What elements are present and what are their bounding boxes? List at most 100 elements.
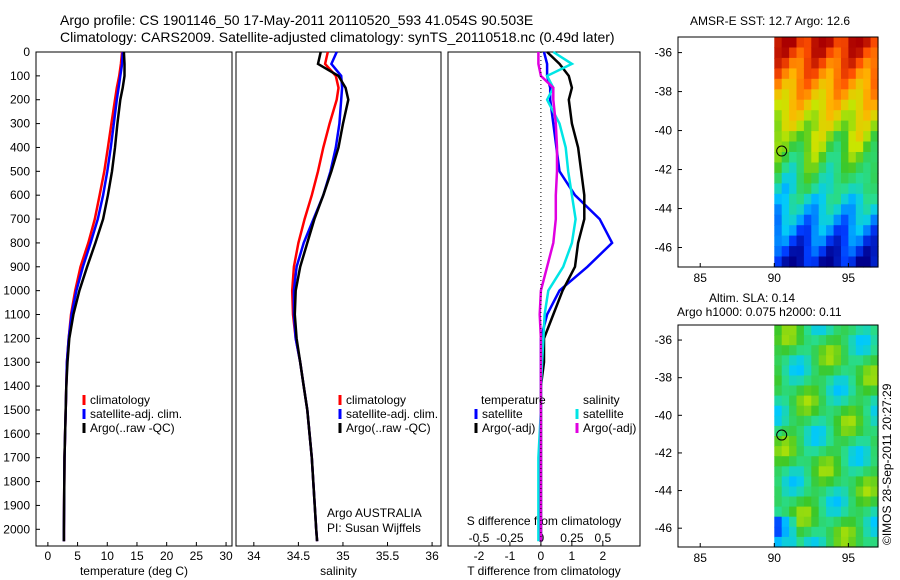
sla-map-cell: [863, 466, 872, 477]
sst-map-cell: [826, 120, 835, 132]
sla-lon-label: 85: [694, 551, 708, 565]
sst-map-cell: [803, 99, 812, 111]
depth-tick-label: 1100: [4, 308, 30, 322]
sla-map-cell: [803, 526, 812, 538]
sst-map-cell: [848, 204, 857, 216]
temperature-legend-label: climatology: [90, 393, 150, 407]
sst-map-cell: [796, 193, 805, 205]
sla-map-cell: [796, 496, 805, 508]
sla-map-cell: [781, 456, 790, 467]
sst-map-cell: [826, 131, 835, 143]
x-tick-label-salinity: -0.5: [469, 531, 490, 545]
sla-map-cell: [774, 325, 783, 336]
sst-map-cell: [848, 47, 857, 59]
salinity-line-1: [292, 51, 344, 542]
sst-map-cell: [774, 78, 783, 90]
sla-map-cell: [848, 365, 857, 377]
sst-map-cell: [811, 256, 820, 268]
sla-map-cell: [818, 496, 827, 508]
sla-map-cell: [848, 385, 857, 397]
sla-map-cell: [774, 486, 783, 498]
sst-map-cell: [848, 57, 857, 69]
sst-map-cell: [870, 68, 879, 80]
sla-map-cell: [870, 385, 879, 397]
depth-tick-label: 200: [10, 93, 30, 107]
sla-map-cell: [833, 425, 842, 437]
sst-map-cell: [803, 78, 812, 90]
sst-map-cell: [870, 78, 879, 90]
sst-map-cell: [811, 246, 820, 258]
sla-map-cell: [833, 516, 842, 528]
sst-map-cell: [855, 183, 864, 195]
sst-map-cell: [789, 162, 798, 174]
sst-map-cell: [848, 68, 857, 80]
depth-tick-label: 300: [10, 117, 30, 131]
sst-map-cell: [781, 141, 790, 153]
sst-map-cell: [855, 89, 864, 101]
sla-map-cell: [781, 395, 790, 407]
sla-map-cell: [818, 335, 827, 346]
sla-map-cell: [789, 496, 798, 508]
depth-tick-label: 1400: [3, 379, 30, 393]
sst-map-cell: [833, 235, 842, 247]
sla-map-cell: [774, 496, 783, 508]
sla-map-cell: [841, 496, 849, 508]
sla-map-cell: [848, 486, 857, 498]
sst-map-cell: [841, 172, 849, 184]
sla-map-cell: [855, 355, 864, 366]
sla-map-cell: [848, 456, 857, 467]
sst-map-cell: [803, 141, 812, 153]
sla-map-cell: [796, 355, 805, 366]
sst-map-cell: [841, 204, 849, 216]
sst-map-cell: [833, 68, 842, 80]
sla-map-cell: [774, 466, 783, 477]
sla-map-cell: [863, 335, 872, 346]
sla-map-cell: [803, 395, 812, 407]
sst-map-cell: [833, 214, 842, 226]
sst-map-cell: [774, 225, 783, 237]
sst-map-cell: [789, 235, 798, 247]
sla-map-cell: [855, 395, 864, 407]
sla-map-cell: [781, 486, 790, 498]
x-tick-label: 2: [599, 549, 606, 563]
depth-tick-label: 900: [10, 260, 30, 274]
sla-map-cell: [781, 365, 790, 377]
sla-map-cell: [774, 476, 783, 488]
sst-map-cell: [826, 172, 835, 184]
sst-map-cell: [855, 110, 864, 122]
sst-map-cell: [811, 120, 820, 132]
sla-map-cell: [841, 516, 849, 528]
sla-map-cell: [848, 506, 857, 518]
sst-map-cell: [833, 183, 842, 195]
sst-map-cell: [833, 193, 842, 205]
sla-map-cell: [855, 486, 864, 498]
x-tick-label: -1: [505, 549, 516, 563]
x-tick-label: 5: [74, 549, 81, 563]
sla-map-cell: [841, 375, 849, 387]
sla-map-cell: [818, 385, 827, 397]
sla-map-cell: [774, 405, 783, 417]
sla-map-cell: [855, 526, 864, 538]
sst-map-cell: [848, 78, 857, 90]
sla-map-cell: [803, 345, 812, 356]
sst-argo-location-marker: [776, 145, 788, 157]
sla-map-cell: [818, 516, 827, 528]
sla-map-cell: [774, 345, 783, 356]
salinity-legend-label: satellite-adj. clim.: [346, 407, 438, 421]
sst-map-cells: [774, 37, 879, 268]
sst-map-cell: [789, 68, 798, 80]
sst-map-cell: [796, 214, 805, 226]
sst-map-cell: [870, 37, 879, 49]
sla-map-cell: [870, 446, 879, 457]
sla-map-cell: [833, 375, 842, 387]
sst-map-cell: [841, 162, 849, 174]
sst-map-cell: [826, 47, 835, 59]
sst-map-cell: [781, 120, 790, 132]
sla-map-cell: [803, 446, 812, 457]
sst-map-cell: [841, 57, 849, 69]
sst-map-cell: [789, 214, 798, 226]
sla-map-cell: [803, 355, 812, 366]
sla-map-cell: [826, 325, 835, 336]
sst-map-cell: [848, 225, 857, 237]
